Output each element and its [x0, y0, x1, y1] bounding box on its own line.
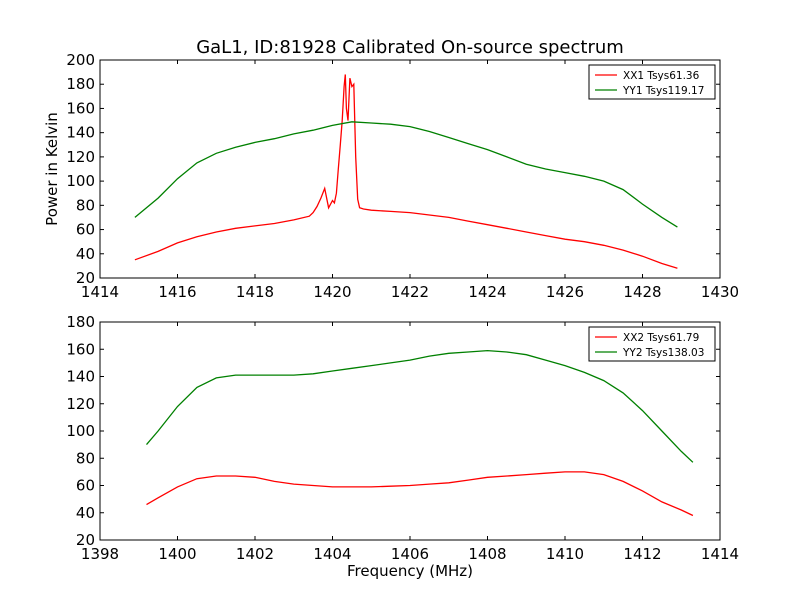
y-tick-label: 60	[76, 477, 95, 495]
y-tick-label: 100	[66, 172, 95, 190]
y-tick-label: 120	[66, 148, 95, 166]
lower-spectrum-panel: 1398 1400 1402 1404 1406 1408 1410 1412 1414 20 40…	[66, 313, 739, 580]
legend-entry: XX2 Tsys61.79	[623, 332, 699, 344]
y-tick-label: 200	[66, 51, 95, 69]
y-tick-label: 40	[76, 245, 95, 263]
x-tick-label: 1404	[313, 545, 351, 563]
legend: XX2 Tsys61.79 YY2 Tsys138.03	[588, 326, 716, 362]
x-tick-label: 1402	[236, 545, 274, 563]
y-tick-label: 20	[76, 269, 95, 287]
x-tick-label: 1414	[701, 545, 739, 563]
x-axis-label: Frequency (MHz)	[347, 562, 473, 580]
series-line-yy2	[146, 349, 694, 463]
legend-entry: YY1 Tsys119.17	[622, 85, 704, 97]
x-tick-label: 1406	[391, 545, 429, 563]
x-tick-label: 1410	[546, 545, 584, 563]
y-tick-label: 160	[66, 99, 95, 117]
x-tick-label: 1400	[158, 545, 196, 563]
x-tick-label: 1424	[468, 283, 506, 301]
x-tick-label: 1398	[81, 545, 119, 563]
x-tick-label: 1408	[468, 545, 506, 563]
series-line-yy1	[134, 121, 678, 228]
legend-box	[588, 64, 716, 100]
series-line-xx2	[146, 471, 694, 517]
x-tick-label: 1430	[701, 283, 739, 301]
y-axis-label: Power in Kelvin	[43, 112, 61, 226]
y-tick-label: 140	[66, 124, 95, 142]
y-tick-label: 180	[66, 313, 95, 331]
y-tick-label: 80	[76, 449, 95, 467]
y-tick-label: 160	[66, 340, 95, 358]
legend: XX1 Tsys61.36 YY1 Tsys119.17	[588, 64, 716, 100]
y-tick-label: 20	[76, 531, 95, 549]
figure-title: GaL1, ID:81928 Calibrated On-source spec…	[196, 37, 624, 58]
x-tick-label: 1414	[81, 283, 119, 301]
x-tick-label: 1420	[313, 283, 351, 301]
y-tick-label: 120	[66, 395, 95, 413]
series-line-xx1	[134, 74, 678, 269]
y-tick-label: 180	[66, 75, 95, 93]
y-tick-label: 60	[76, 221, 95, 239]
upper-spectrum-panel: 1414 1416 1418 1420 1422 1424 1426 1428 1430 20 40…	[43, 51, 739, 301]
y-tick-label: 140	[66, 368, 95, 386]
y-tick-label: 100	[66, 422, 95, 440]
x-tick-label: 1418	[236, 283, 274, 301]
y-tick-label: 80	[76, 196, 95, 214]
legend-entry: XX1 Tsys61.36	[623, 70, 700, 82]
x-tick-label: 1412	[623, 545, 661, 563]
x-tick-label: 1422	[391, 283, 429, 301]
legend-box	[588, 326, 716, 362]
legend-entry: YY2 Tsys138.03	[622, 347, 704, 359]
x-tick-label: 1416	[158, 283, 196, 301]
x-tick-label: 1428	[623, 283, 661, 301]
x-tick-label: 1426	[546, 283, 584, 301]
y-tick-label: 40	[76, 504, 95, 522]
